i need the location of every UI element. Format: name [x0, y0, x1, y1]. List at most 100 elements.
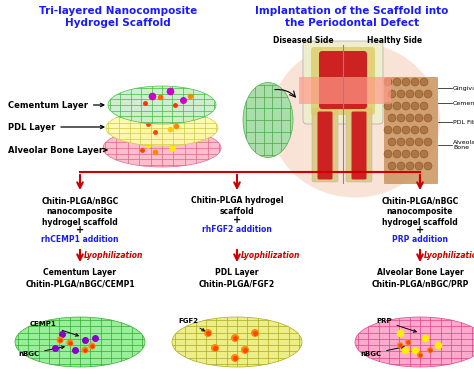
Text: FGF2: FGF2 [178, 318, 205, 331]
Ellipse shape [108, 86, 216, 124]
Circle shape [415, 138, 423, 146]
Circle shape [420, 126, 428, 134]
Text: Chitin-PLGA/nBGC
nanocomposite
hydrogel scaffold: Chitin-PLGA/nBGC nanocomposite hydrogel … [41, 196, 118, 227]
Circle shape [415, 114, 423, 122]
Circle shape [397, 138, 405, 146]
Circle shape [406, 90, 414, 98]
Circle shape [397, 90, 405, 98]
Circle shape [82, 346, 89, 353]
Text: nBGC: nBGC [360, 346, 404, 357]
Text: Cementum Layer
Chitin-PLGA/nBGC/CEMP1: Cementum Layer Chitin-PLGA/nBGC/CEMP1 [25, 268, 135, 288]
Circle shape [406, 138, 414, 146]
Text: Alveolar Bone Layer: Alveolar Bone Layer [8, 145, 107, 154]
Circle shape [384, 126, 392, 134]
Circle shape [427, 347, 433, 353]
Ellipse shape [270, 43, 440, 197]
Text: rhCEMP1 addition: rhCEMP1 addition [41, 234, 119, 243]
Text: +: + [76, 224, 84, 234]
Circle shape [393, 126, 401, 134]
Circle shape [406, 162, 414, 170]
Ellipse shape [172, 317, 302, 367]
Circle shape [405, 339, 411, 345]
Text: Tri-layered Nanocomposite
Hydrogel Scaffold: Tri-layered Nanocomposite Hydrogel Scaff… [39, 6, 197, 28]
Circle shape [231, 334, 239, 342]
Circle shape [388, 114, 396, 122]
FancyBboxPatch shape [303, 41, 383, 124]
Text: Cementum Layer: Cementum Layer [8, 101, 104, 110]
Circle shape [420, 102, 428, 110]
Circle shape [397, 114, 405, 122]
FancyBboxPatch shape [311, 47, 375, 115]
Circle shape [402, 126, 410, 134]
Circle shape [393, 102, 401, 110]
Ellipse shape [355, 317, 474, 367]
Text: PRP: PRP [376, 318, 416, 332]
Circle shape [66, 340, 73, 346]
Circle shape [397, 162, 405, 170]
Circle shape [393, 78, 401, 86]
Ellipse shape [243, 83, 293, 157]
Text: Chitin-PLGA hydrogel
scaffold: Chitin-PLGA hydrogel scaffold [191, 196, 283, 216]
Circle shape [388, 138, 396, 146]
Circle shape [417, 352, 423, 358]
Circle shape [89, 343, 95, 349]
Circle shape [415, 162, 423, 170]
FancyBboxPatch shape [352, 111, 366, 180]
Text: CEMP1: CEMP1 [30, 321, 78, 336]
Circle shape [204, 329, 212, 337]
Circle shape [241, 346, 249, 354]
Text: rhFGF2 addition: rhFGF2 addition [202, 225, 272, 234]
Text: Diseased Side: Diseased Side [273, 36, 333, 45]
Text: Cementum: Cementum [453, 101, 474, 105]
Text: +: + [416, 224, 424, 234]
Circle shape [402, 78, 410, 86]
FancyBboxPatch shape [319, 51, 367, 109]
Circle shape [420, 150, 428, 158]
Circle shape [406, 114, 414, 122]
Circle shape [411, 126, 419, 134]
Circle shape [424, 138, 432, 146]
Ellipse shape [106, 110, 218, 146]
Circle shape [397, 342, 403, 348]
Circle shape [411, 150, 419, 158]
Text: Implantation of the Scaffold into
the Periodontal Defect: Implantation of the Scaffold into the Pe… [255, 6, 449, 28]
Circle shape [56, 337, 64, 343]
Text: Lyophilization: Lyophilization [84, 251, 143, 261]
Text: Alveolar
Bone: Alveolar Bone [453, 140, 474, 150]
Circle shape [411, 102, 419, 110]
Circle shape [402, 102, 410, 110]
Circle shape [420, 78, 428, 86]
Circle shape [211, 344, 219, 352]
Text: nBGC: nBGC [18, 346, 64, 357]
Text: PDL Layer
Chitin-PLGA/FGF2: PDL Layer Chitin-PLGA/FGF2 [199, 268, 275, 288]
Text: Lyophilization: Lyophilization [424, 251, 474, 261]
Text: PRP addition: PRP addition [392, 234, 448, 243]
Circle shape [424, 162, 432, 170]
FancyBboxPatch shape [299, 77, 391, 104]
Circle shape [384, 78, 392, 86]
Text: Alveolar Bone Layer
Chitin-PLGA/nBGC/PRP: Alveolar Bone Layer Chitin-PLGA/nBGC/PRP [371, 268, 469, 288]
Text: Gingiva: Gingiva [453, 86, 474, 91]
Ellipse shape [15, 317, 145, 367]
Circle shape [415, 90, 423, 98]
Circle shape [424, 114, 432, 122]
Circle shape [231, 354, 239, 362]
Ellipse shape [103, 129, 221, 167]
Circle shape [402, 150, 410, 158]
Text: +: + [233, 215, 241, 225]
Text: PDL Fibers: PDL Fibers [453, 120, 474, 125]
Circle shape [251, 329, 259, 337]
Text: Healthy Side: Healthy Side [367, 36, 422, 45]
Circle shape [384, 102, 392, 110]
Circle shape [424, 90, 432, 98]
Circle shape [393, 150, 401, 158]
FancyBboxPatch shape [312, 108, 338, 182]
Text: Lyophilization: Lyophilization [241, 251, 301, 261]
Circle shape [388, 90, 396, 98]
Circle shape [384, 150, 392, 158]
FancyBboxPatch shape [318, 111, 332, 180]
FancyBboxPatch shape [346, 108, 372, 182]
Text: Chitin-PLGA/nBGC
nanocomposite
hydrogel scaffold: Chitin-PLGA/nBGC nanocomposite hydrogel … [382, 196, 459, 227]
Text: PDL Layer: PDL Layer [8, 123, 104, 132]
FancyBboxPatch shape [384, 77, 438, 184]
